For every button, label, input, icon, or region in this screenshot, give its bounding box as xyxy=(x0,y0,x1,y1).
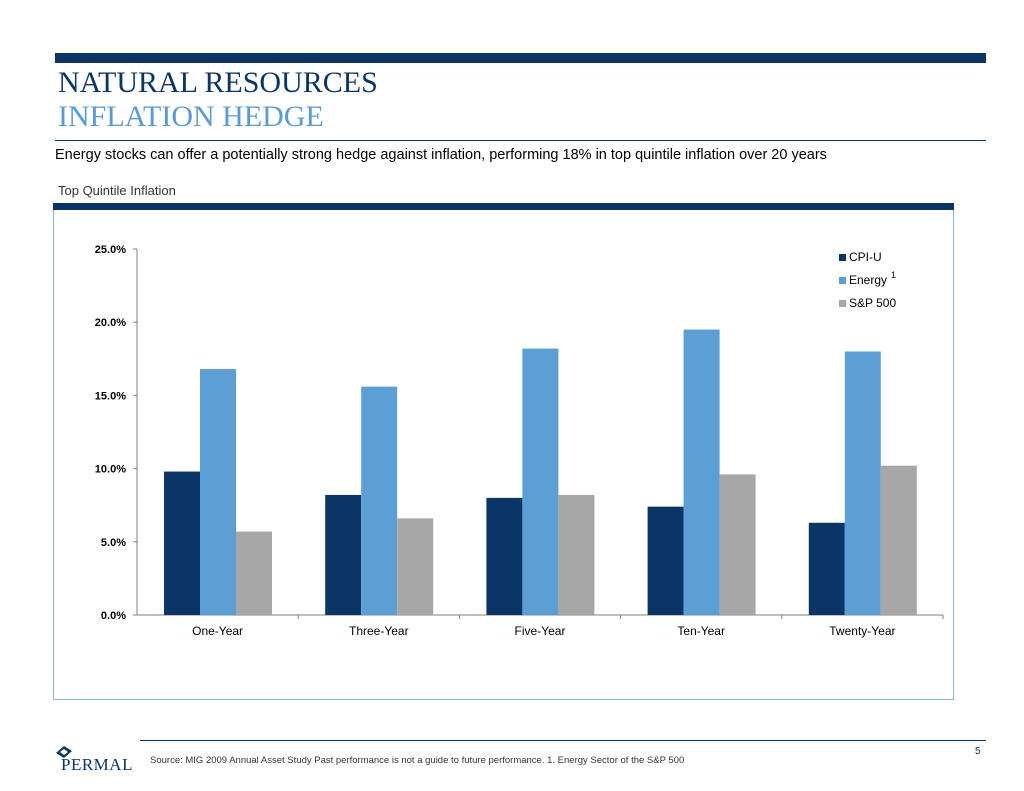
bar-s-p-500 xyxy=(397,518,434,615)
bar-energy xyxy=(200,369,236,615)
chart-header-bar xyxy=(53,203,954,210)
source-note: Source: MIG 2009 Annual Asset Study Past… xyxy=(150,755,685,766)
bar-s-p-500 xyxy=(880,465,917,615)
bar-energy xyxy=(361,386,398,615)
x-tick-label: Twenty-Year xyxy=(829,624,895,638)
bar-cpi-u xyxy=(808,522,845,615)
bar-s-p-500 xyxy=(558,494,595,615)
legend-superscript: 1 xyxy=(891,270,896,280)
permal-logo: PERMAL xyxy=(52,744,137,776)
bar-chart: 0.0% 5.0% 10.0% 15.0% 20.0% 25.0% One-Year Thre… xyxy=(95,244,944,638)
bar-energy xyxy=(844,351,881,615)
legend-swatch xyxy=(839,300,846,307)
title-divider xyxy=(55,140,986,141)
bar-cpi-u xyxy=(325,494,362,615)
y-tick-label: 20.0% xyxy=(95,317,126,329)
bar-cpi-u xyxy=(164,471,200,615)
bar-cpi-u xyxy=(486,497,523,615)
bar-s-p-500 xyxy=(719,474,756,615)
header-bar xyxy=(55,53,986,63)
x-tick-label: One-Year xyxy=(192,624,243,638)
y-tick-label: 15.0% xyxy=(95,390,126,402)
chart-frame xyxy=(53,210,954,700)
page-subtitle: INFLATION HEDGE xyxy=(58,100,324,133)
legend-label: CPI-U xyxy=(849,250,882,264)
logo-text: PERMAL xyxy=(61,755,133,774)
legend-swatch xyxy=(839,277,846,284)
x-tick-label: Three-Year xyxy=(349,624,409,638)
y-tick-label: 25.0% xyxy=(95,244,126,256)
logo-mark-icon xyxy=(56,746,72,758)
bar-energy xyxy=(522,348,559,615)
bar-s-p-500 xyxy=(236,531,272,615)
lead-text: Energy stocks can offer a potentially st… xyxy=(55,147,827,163)
footer-divider xyxy=(140,740,986,741)
page-number: 5 xyxy=(975,746,981,757)
bar-energy xyxy=(683,329,720,615)
y-tick-label: 10.0% xyxy=(95,464,126,476)
y-tick-label: 5.0% xyxy=(101,537,126,549)
chart-section-label: Top Quintile Inflation xyxy=(58,183,176,198)
x-tick-label: Ten-Year xyxy=(677,624,725,638)
x-tick-label: Five-Year xyxy=(515,624,566,638)
legend-label: Energy xyxy=(849,273,887,287)
legend-swatch xyxy=(839,254,846,261)
legend-label: S&P 500 xyxy=(849,296,896,310)
page-title: NATURAL RESOURCES xyxy=(58,66,378,99)
y-tick-label: 0.0% xyxy=(101,610,126,622)
bar-cpi-u xyxy=(647,506,684,615)
